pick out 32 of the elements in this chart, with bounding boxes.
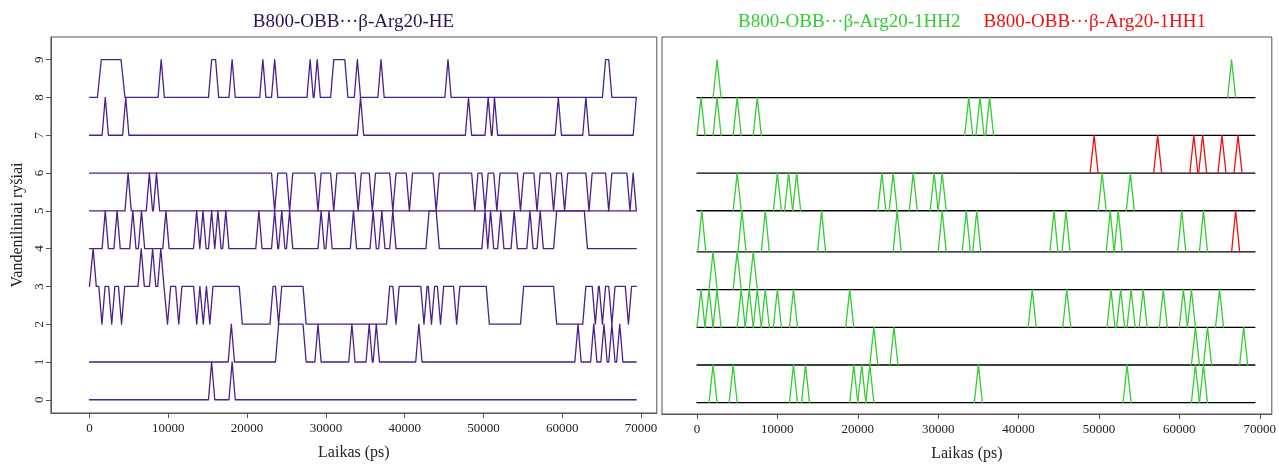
y-tick-label: 1 bbox=[30, 358, 46, 366]
x-tick-label: 50000 bbox=[1082, 421, 1116, 436]
x-tick-label: 60000 bbox=[1163, 421, 1196, 436]
text: B800-OBB···β-Arg20-1HH2 bbox=[737, 10, 961, 31]
x-tick-label: 50000 bbox=[467, 420, 500, 435]
y-tick-label: 0 bbox=[30, 396, 46, 404]
x-tick-label: 30000 bbox=[921, 421, 955, 436]
x-tick-label: 0 bbox=[693, 421, 701, 436]
x-tick-label: 70000 bbox=[624, 420, 658, 435]
x-tick-label: 60000 bbox=[545, 420, 579, 435]
y-tick-label: 9 bbox=[30, 56, 46, 63]
y-tick-label: 3 bbox=[30, 283, 46, 290]
x-tick-label: 20000 bbox=[230, 420, 264, 435]
x-tick-label: 0 bbox=[86, 420, 93, 435]
x-tick-label: 10000 bbox=[761, 421, 794, 436]
y-tick-label: 4 bbox=[30, 244, 46, 252]
y-tick-label: 2 bbox=[30, 320, 46, 328]
x-tick-label: 30000 bbox=[309, 420, 343, 435]
y-axis-title: Vandeniliniai ryšiai bbox=[7, 162, 26, 288]
x-axis-title: Laikas (ps) bbox=[318, 442, 390, 461]
y-tick-label: 8 bbox=[30, 94, 46, 101]
y-tick-label: 7 bbox=[30, 131, 46, 139]
x-tick-label: 20000 bbox=[841, 421, 875, 436]
y-tick-label: 6 bbox=[30, 169, 46, 177]
x-tick-label: 40000 bbox=[1002, 421, 1035, 436]
x-tick-label: 70000 bbox=[1243, 421, 1276, 436]
x-axis-title: Laikas (ps) bbox=[931, 443, 1003, 462]
x-tick-label: 40000 bbox=[388, 420, 421, 435]
y-tick-label: 5 bbox=[30, 207, 46, 215]
x-tick-label: 10000 bbox=[152, 420, 185, 435]
chart-title: B800-OBB···β-Arg20-HE bbox=[252, 10, 455, 31]
text: B800-OBB···β-Arg20-1HH1 bbox=[983, 10, 1207, 31]
